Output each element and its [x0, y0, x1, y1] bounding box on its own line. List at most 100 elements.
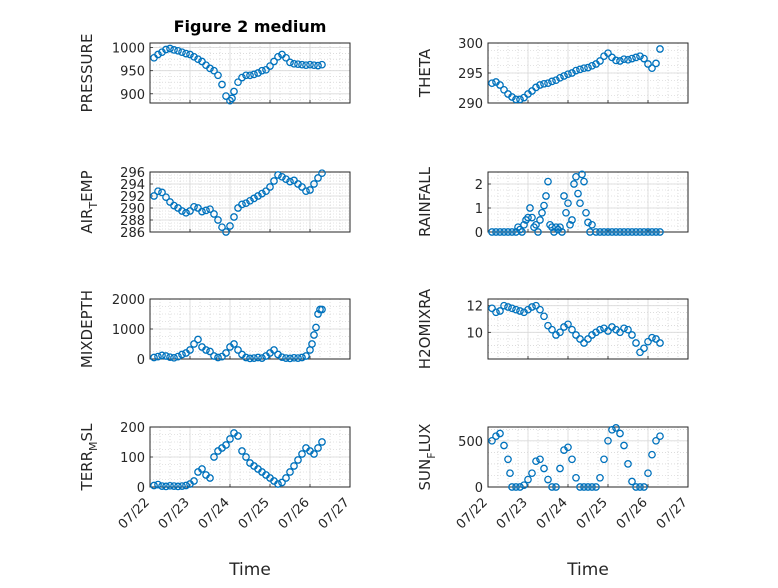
data-point	[242, 71, 250, 80]
data-point	[508, 93, 516, 101]
y-tick-label: 950	[120, 65, 145, 80]
data-point	[544, 177, 552, 186]
data-point	[218, 223, 226, 232]
data-point	[556, 328, 564, 337]
data-point	[290, 462, 298, 470]
data-point	[190, 340, 198, 348]
data-point	[258, 66, 266, 75]
data-point	[536, 305, 544, 314]
subplot-5: 0 1000 2000 MIXDEPTH	[78, 290, 351, 368]
x-tick-label: 07/27	[316, 495, 353, 532]
data-point	[306, 186, 314, 194]
data-point	[238, 73, 246, 82]
data-point	[238, 447, 246, 455]
y-tick-label: 0	[475, 481, 483, 496]
y-tick-label: 2000	[112, 293, 145, 308]
data-point	[302, 61, 310, 70]
data-point	[488, 436, 496, 445]
data-point	[516, 307, 524, 315]
data-point	[540, 201, 548, 210]
y-tick-label: 10	[466, 326, 483, 341]
data-point	[308, 340, 316, 348]
data-point	[182, 481, 190, 490]
data-point	[298, 353, 306, 362]
data-point	[496, 429, 504, 438]
data-point	[246, 354, 254, 363]
data-point	[632, 483, 640, 491]
data-point	[298, 60, 306, 69]
data-point	[166, 481, 174, 490]
data-point	[282, 354, 290, 362]
data-point	[178, 350, 186, 359]
data-point	[558, 228, 566, 236]
data-point	[628, 54, 636, 63]
data-point	[604, 49, 612, 58]
data-point	[190, 477, 198, 485]
data-point	[234, 78, 242, 87]
data-point	[512, 483, 520, 491]
data-point	[154, 187, 162, 196]
data-point	[506, 469, 514, 478]
data-point	[282, 175, 290, 184]
data-point	[496, 228, 504, 236]
data-point	[516, 95, 524, 104]
data-point	[588, 220, 596, 229]
data-point	[318, 169, 326, 178]
data-point	[580, 339, 588, 347]
data-point	[226, 435, 234, 443]
data-point	[536, 455, 544, 464]
data-point	[500, 301, 508, 310]
y-tick-label: 100	[120, 451, 145, 466]
y-tick-label: 290	[120, 202, 145, 217]
y-tick-label: 0	[137, 481, 145, 496]
data-point	[534, 228, 542, 236]
data-point	[150, 481, 158, 490]
data-point	[552, 483, 560, 491]
x-tick-label: 07/24	[534, 495, 571, 532]
y-tick-label: 296	[120, 166, 145, 181]
data-point	[578, 170, 586, 179]
data-point	[632, 228, 640, 236]
data-point	[286, 354, 294, 363]
y-tick-label: 2	[475, 178, 483, 193]
data-point	[174, 46, 182, 55]
x-tick-label: 07/22	[454, 495, 491, 532]
data-point	[190, 202, 198, 211]
y-axis-label: SUNFLUX	[416, 424, 438, 491]
data-point	[234, 346, 242, 354]
data-point	[250, 194, 258, 203]
y-tick-label: 1000	[112, 42, 145, 57]
data-point	[274, 52, 282, 61]
series-markers	[150, 169, 326, 236]
subplot-2: 290 295 300 THETA	[416, 37, 689, 112]
data-point	[270, 177, 278, 185]
data-point	[170, 482, 178, 490]
data-point	[570, 180, 578, 188]
data-point	[580, 177, 588, 186]
data-point	[536, 216, 544, 224]
data-point	[162, 193, 170, 202]
data-point	[632, 53, 640, 62]
data-point	[600, 455, 608, 464]
data-point	[544, 475, 552, 484]
data-point	[580, 64, 588, 73]
data-point	[592, 483, 600, 491]
series-markers	[488, 424, 664, 491]
data-point	[242, 453, 250, 461]
y-axis-label: TERRMSL	[78, 423, 100, 492]
data-point	[550, 228, 558, 236]
data-point	[250, 354, 258, 362]
data-point	[488, 304, 496, 313]
x-tick-label: 07/27	[654, 495, 691, 532]
series-markers	[488, 45, 664, 104]
data-point	[620, 228, 628, 236]
data-point	[198, 207, 206, 216]
data-point	[542, 192, 550, 200]
data-point	[540, 464, 548, 473]
data-point	[282, 474, 290, 482]
data-point	[574, 189, 582, 198]
data-point	[524, 213, 532, 222]
data-point	[620, 441, 628, 450]
data-point	[246, 196, 254, 205]
data-point	[202, 346, 210, 354]
